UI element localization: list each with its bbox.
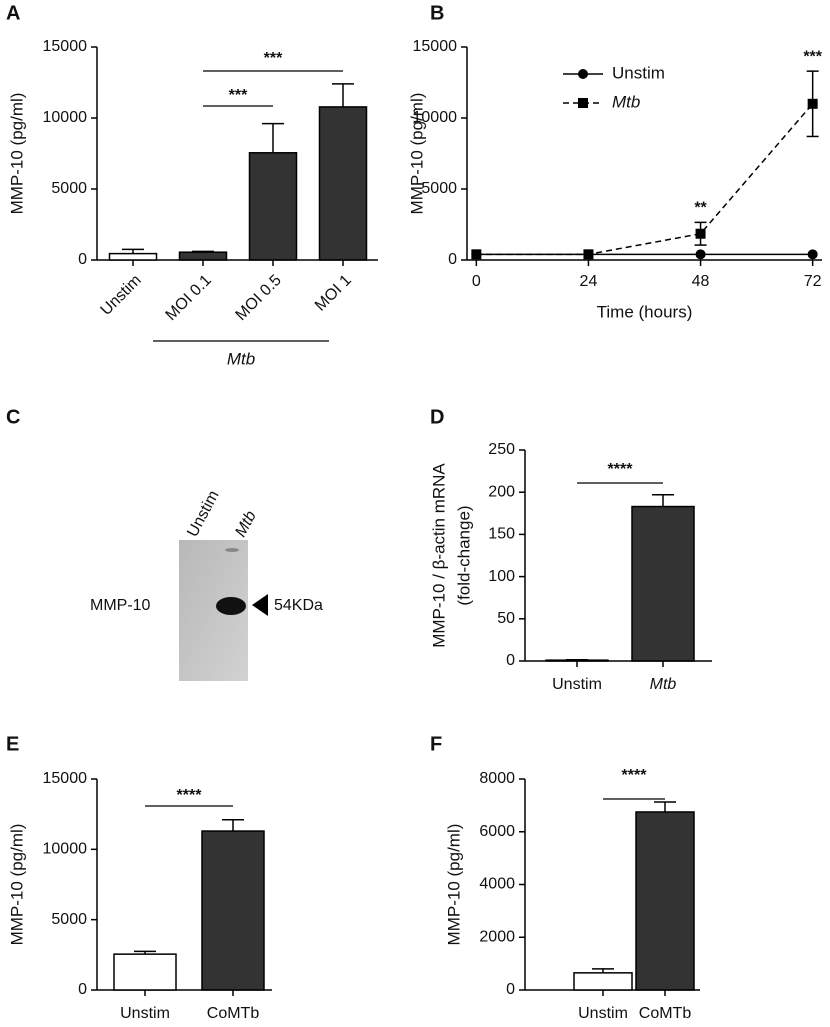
- y-tick-label: 8000: [479, 770, 515, 787]
- panel-letter: D: [430, 406, 444, 428]
- y-axis-label: MMP-10 (pg/ml): [444, 824, 463, 946]
- y-tick-label: 0: [78, 251, 87, 268]
- y-tick-label: 50: [497, 610, 515, 627]
- y-axis-label: MMP-10 (pg/ml): [407, 93, 426, 215]
- bar: [113, 953, 177, 991]
- significance-label: ****: [622, 767, 648, 784]
- marker: [583, 249, 594, 260]
- bar: [108, 252, 158, 261]
- y-tick-label: 100: [488, 568, 515, 585]
- x-tick-label: MOI 1: [312, 272, 355, 315]
- x-tick-label: 0: [472, 273, 481, 290]
- y-tick-label: 0: [78, 981, 87, 998]
- marker: [695, 228, 706, 239]
- y-tick-label: 10000: [43, 109, 88, 126]
- x-tick-label: MOI 0.1: [163, 272, 215, 324]
- x-tick-label: 72: [804, 273, 822, 290]
- x-tick-label: Unstim: [120, 1005, 170, 1022]
- arrowhead: [252, 594, 268, 616]
- lane-label: Mtb: [232, 508, 260, 540]
- bar: [545, 659, 609, 662]
- bar: [201, 830, 265, 991]
- significance-label: ***: [803, 48, 822, 65]
- marker: [695, 249, 706, 260]
- marker: [807, 249, 818, 260]
- bar: [631, 505, 695, 662]
- x-axis-label: Time (hours): [597, 302, 693, 321]
- marker: [578, 98, 588, 108]
- x-tick-label: Unstim: [98, 272, 145, 319]
- bar: [248, 152, 298, 261]
- x-tick-label: CoMTb: [639, 1005, 692, 1022]
- bar: [318, 106, 368, 261]
- y-tick-label: 0: [506, 981, 515, 998]
- y-axis-label: MMP-10 / β-actin mRNA: [429, 463, 448, 648]
- y-tick-label: 5000: [51, 180, 87, 197]
- bar: [178, 251, 228, 261]
- y-tick-label: 5000: [51, 911, 87, 928]
- y-tick-label: 15000: [43, 38, 88, 55]
- panel-letter: F: [430, 733, 442, 755]
- y-tick-label: 200: [488, 483, 515, 500]
- marker: [471, 249, 482, 260]
- y-tick-label: 10000: [413, 109, 458, 126]
- group-label: Mtb: [227, 349, 255, 368]
- x-tick-label: Unstim: [552, 676, 602, 693]
- series-line: [476, 103, 814, 256]
- x-tick-label: 48: [692, 273, 710, 290]
- legend-label: Unstim: [612, 63, 665, 82]
- legend-label: Mtb: [612, 92, 640, 111]
- y-axis-label: MMP-10 (pg/ml): [7, 824, 26, 946]
- panel-letter: A: [6, 2, 20, 24]
- panel-letter: C: [6, 406, 20, 428]
- y-tick-label: 10000: [43, 841, 88, 858]
- y-tick-label: 15000: [413, 38, 458, 55]
- y-tick-label: 6000: [479, 823, 515, 840]
- significance-label: ****: [608, 461, 634, 478]
- y-tick-label: 0: [448, 251, 457, 268]
- protein-label: MMP-10: [90, 597, 151, 614]
- y-tick-label: 0: [506, 652, 515, 669]
- y-axis-label: (fold-change): [454, 505, 473, 605]
- y-tick-label: 150: [488, 526, 515, 543]
- x-tick-label: Mtb: [650, 676, 677, 693]
- bar: [573, 972, 633, 991]
- size-label: 54KDa: [274, 597, 323, 614]
- x-tick-label: CoMTb: [207, 1005, 260, 1022]
- significance-label: ****: [177, 787, 203, 804]
- y-tick-label: 250: [488, 441, 515, 458]
- y-tick-label: 5000: [421, 180, 457, 197]
- panel-letter: E: [6, 733, 19, 755]
- x-tick-label: 24: [580, 273, 598, 290]
- panel-letter: B: [430, 2, 444, 24]
- y-tick-label: 4000: [479, 876, 515, 893]
- marker: [578, 69, 588, 79]
- significance-label: **: [694, 200, 707, 217]
- blot-smear: [225, 548, 239, 552]
- significance-label: ***: [264, 50, 283, 67]
- blot-panel: C Unstim Mtb MMP-10 54KDa: [6, 406, 323, 681]
- blot-band: [216, 597, 246, 615]
- y-tick-label: 15000: [43, 770, 88, 787]
- x-tick-label: Unstim: [578, 1005, 628, 1022]
- marker: [807, 98, 818, 109]
- significance-label: ***: [229, 87, 248, 104]
- x-tick-label: MOI 0.5: [233, 272, 285, 324]
- y-axis-label: MMP-10 (pg/ml): [7, 93, 26, 215]
- y-tick-label: 2000: [479, 928, 515, 945]
- lane-label: Unstim: [184, 488, 222, 540]
- bar: [635, 811, 695, 991]
